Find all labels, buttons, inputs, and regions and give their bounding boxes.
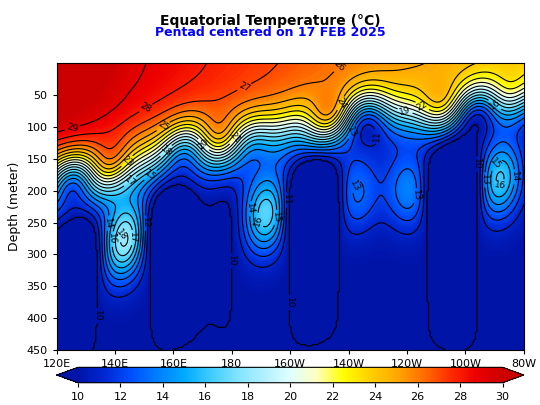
Text: 18: 18 <box>159 143 173 158</box>
Text: 16: 16 <box>494 181 507 191</box>
Text: 10: 10 <box>93 310 102 322</box>
Text: 13: 13 <box>480 174 489 185</box>
Text: 13: 13 <box>348 179 361 193</box>
Text: 20: 20 <box>197 137 211 152</box>
Text: 15: 15 <box>271 211 281 224</box>
Text: 23: 23 <box>120 154 134 168</box>
Text: 14: 14 <box>510 171 519 183</box>
Text: 19: 19 <box>399 105 412 117</box>
PathPatch shape <box>57 367 78 383</box>
Text: 16: 16 <box>253 213 265 227</box>
Y-axis label: Depth (meter): Depth (meter) <box>8 162 21 251</box>
Text: 16: 16 <box>107 233 117 245</box>
Text: 27: 27 <box>237 80 251 94</box>
Text: 11: 11 <box>372 130 382 143</box>
Text: 13: 13 <box>410 189 421 202</box>
Text: 10: 10 <box>472 158 482 170</box>
Text: 11: 11 <box>282 194 291 206</box>
Text: 10: 10 <box>285 297 294 308</box>
Text: 24: 24 <box>334 96 347 110</box>
Text: 18: 18 <box>115 228 129 242</box>
Text: Equatorial Temperature (°C): Equatorial Temperature (°C) <box>160 14 380 28</box>
Text: 29: 29 <box>66 122 79 134</box>
Text: 14: 14 <box>245 202 255 215</box>
Text: 15: 15 <box>488 157 503 171</box>
Text: 17: 17 <box>123 174 137 188</box>
Text: 16: 16 <box>488 98 502 112</box>
Text: 22: 22 <box>415 99 429 113</box>
Text: 25: 25 <box>156 119 170 133</box>
Text: 13: 13 <box>346 125 359 139</box>
Text: 28: 28 <box>139 101 153 115</box>
Text: 14: 14 <box>103 217 113 229</box>
PathPatch shape <box>503 367 524 383</box>
Text: 10: 10 <box>227 255 236 266</box>
Text: 15: 15 <box>143 168 158 182</box>
Text: 12: 12 <box>141 217 150 229</box>
Text: 26: 26 <box>332 59 347 74</box>
Text: Pentad centered on 17 FEB 2025: Pentad centered on 17 FEB 2025 <box>154 26 386 39</box>
Text: 21: 21 <box>228 131 242 145</box>
Text: 17: 17 <box>128 232 138 243</box>
